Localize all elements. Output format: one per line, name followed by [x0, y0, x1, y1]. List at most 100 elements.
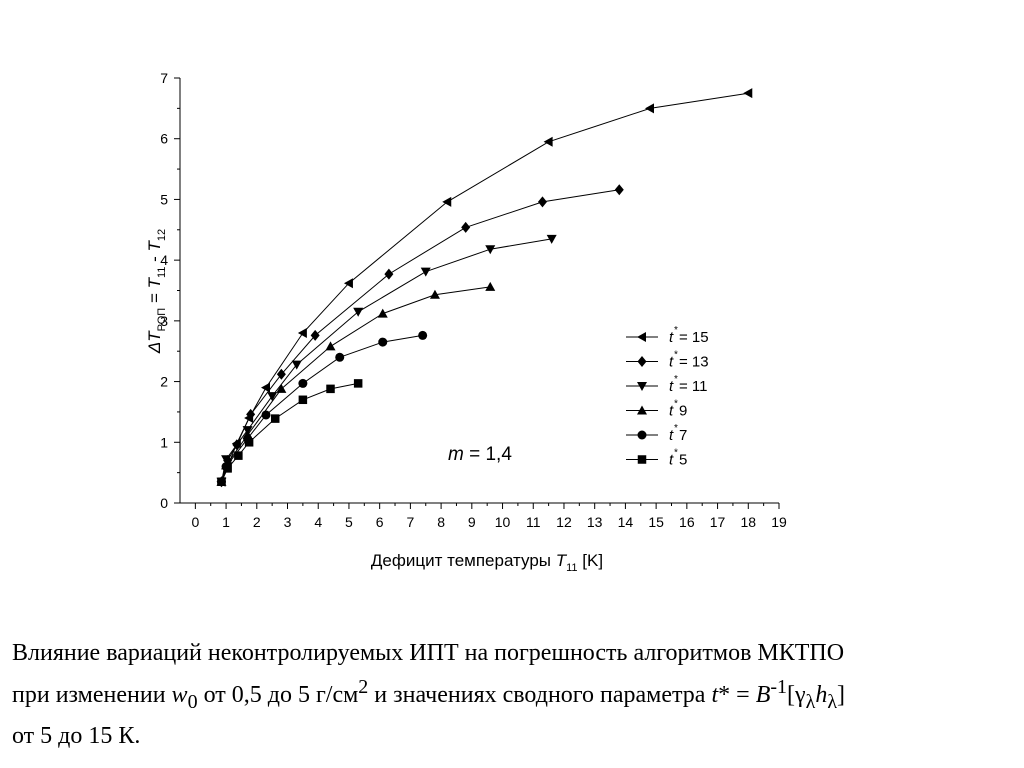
series-t-5 — [217, 379, 363, 486]
x-tick-label: 19 — [771, 514, 787, 530]
data-point — [637, 455, 647, 464]
chart: 0 1 2 3 4 5 6 7 8 9 10 11 12 13 14 15 16 17 18 19 01234567 … — [145, 70, 787, 574]
x-tick-label: 17 — [710, 514, 726, 530]
x-tick-label: 18 — [740, 514, 756, 530]
data-point — [221, 455, 232, 465]
y-tick-label: 4 — [160, 252, 168, 268]
data-point — [353, 379, 363, 388]
x-tick-label: 6 — [376, 514, 384, 530]
data-point — [353, 307, 364, 317]
caption-line-3: от 5 до 15 К. — [12, 722, 141, 749]
legend-star: * — [674, 325, 678, 336]
data-point — [234, 451, 243, 460]
data-point — [217, 477, 226, 486]
legend-var: t — [669, 427, 674, 444]
series-line — [221, 334, 423, 482]
data-point — [543, 136, 553, 147]
x-tick-label: 16 — [679, 514, 695, 530]
legend-star: * — [674, 350, 678, 361]
data-point — [343, 278, 353, 289]
x-tick-label: 11 — [526, 514, 541, 530]
y-tick-label: 1 — [160, 434, 168, 450]
data-point — [637, 356, 647, 367]
data-point — [276, 368, 286, 380]
data-point — [261, 410, 271, 420]
x-tick-label: 15 — [648, 514, 664, 530]
x-tick-label: 4 — [314, 514, 322, 530]
data-point — [298, 395, 308, 405]
y-tick-label: 2 — [160, 374, 168, 390]
x-tick-label: 8 — [437, 514, 445, 530]
caption: Влияние вариаций неконтролируемых ИПТ на… — [12, 636, 1012, 753]
x-tick-label: 1 — [222, 514, 230, 530]
legend-var: t — [669, 452, 674, 469]
legend-star: * — [674, 399, 678, 410]
data-point — [270, 414, 280, 423]
y-tick-label: 5 — [160, 191, 168, 207]
data-point — [276, 383, 287, 393]
legend-label: = 15 — [679, 329, 709, 346]
legend-label: 7 — [679, 427, 687, 444]
data-point — [644, 103, 654, 114]
legend-var: t — [669, 403, 674, 420]
legend-label: = 13 — [679, 354, 709, 371]
series-group — [216, 88, 753, 488]
series-line — [221, 189, 620, 482]
x-tick-label: 14 — [618, 514, 634, 530]
data-point — [267, 392, 278, 402]
data-point — [461, 221, 471, 233]
y-tick-label: 7 — [160, 70, 168, 86]
data-point — [244, 438, 254, 447]
data-point — [442, 196, 452, 207]
data-point — [485, 281, 496, 291]
data-point — [335, 352, 345, 362]
legend-star: * — [674, 423, 678, 434]
y-axis-label: ΔTРОП = T11 - T12 — [145, 229, 168, 354]
data-point — [743, 88, 753, 99]
legend-var: t — [669, 329, 674, 346]
caption-line-1: Влияние вариаций неконтролируемых ИПТ на… — [12, 640, 845, 666]
legend-item: t * = 15 — [626, 325, 709, 346]
data-point — [378, 337, 388, 347]
legend-item: t * 5 — [626, 448, 687, 469]
data-point — [637, 382, 647, 391]
x-tick-label: 0 — [191, 514, 199, 530]
y-tick-label: 0 — [160, 495, 168, 511]
legend-label: 9 — [679, 403, 687, 420]
legend-item: t * = 13 — [626, 350, 709, 371]
y-tick-label: 6 — [160, 131, 168, 147]
data-point — [537, 196, 547, 208]
x-tick-label: 9 — [468, 514, 476, 530]
data-point — [418, 330, 428, 340]
data-point — [223, 464, 232, 473]
data-point — [384, 268, 394, 280]
axes — [179, 78, 779, 504]
data-point — [325, 341, 336, 351]
legend-item: t * = 11 — [626, 374, 708, 395]
data-point — [637, 430, 647, 440]
legend-item: t * 9 — [626, 399, 687, 420]
data-point — [291, 360, 302, 370]
x-tick-label: 10 — [495, 514, 511, 530]
x-tick-label: 3 — [284, 514, 292, 530]
x-tick-label: 13 — [587, 514, 603, 530]
data-point — [298, 378, 308, 388]
legend-var: t — [669, 378, 674, 395]
x-axis-label: Дефицит температуры T11 [K] — [371, 551, 603, 574]
annotation-m: m = 1,4 — [448, 444, 512, 465]
legend-item: t * 7 — [626, 423, 687, 444]
data-point — [246, 408, 256, 420]
y-tick-label: 3 — [160, 313, 168, 329]
series-line — [221, 286, 491, 482]
data-point — [614, 184, 624, 196]
caption-line-2: при изменении w0 от 0,5 до 5 г/см2 и зна… — [12, 676, 846, 713]
data-point — [429, 289, 440, 299]
legend: t * = 15t * = 13t * = 11t * 9t * 7t * 5 — [626, 325, 709, 469]
data-point — [637, 332, 646, 342]
legend-label: 5 — [679, 452, 687, 469]
x-tick-label: 12 — [556, 514, 572, 530]
data-point — [420, 267, 431, 277]
legend-label: = 11 — [679, 378, 708, 395]
series-t-11 — [216, 234, 557, 487]
data-point — [377, 308, 388, 318]
